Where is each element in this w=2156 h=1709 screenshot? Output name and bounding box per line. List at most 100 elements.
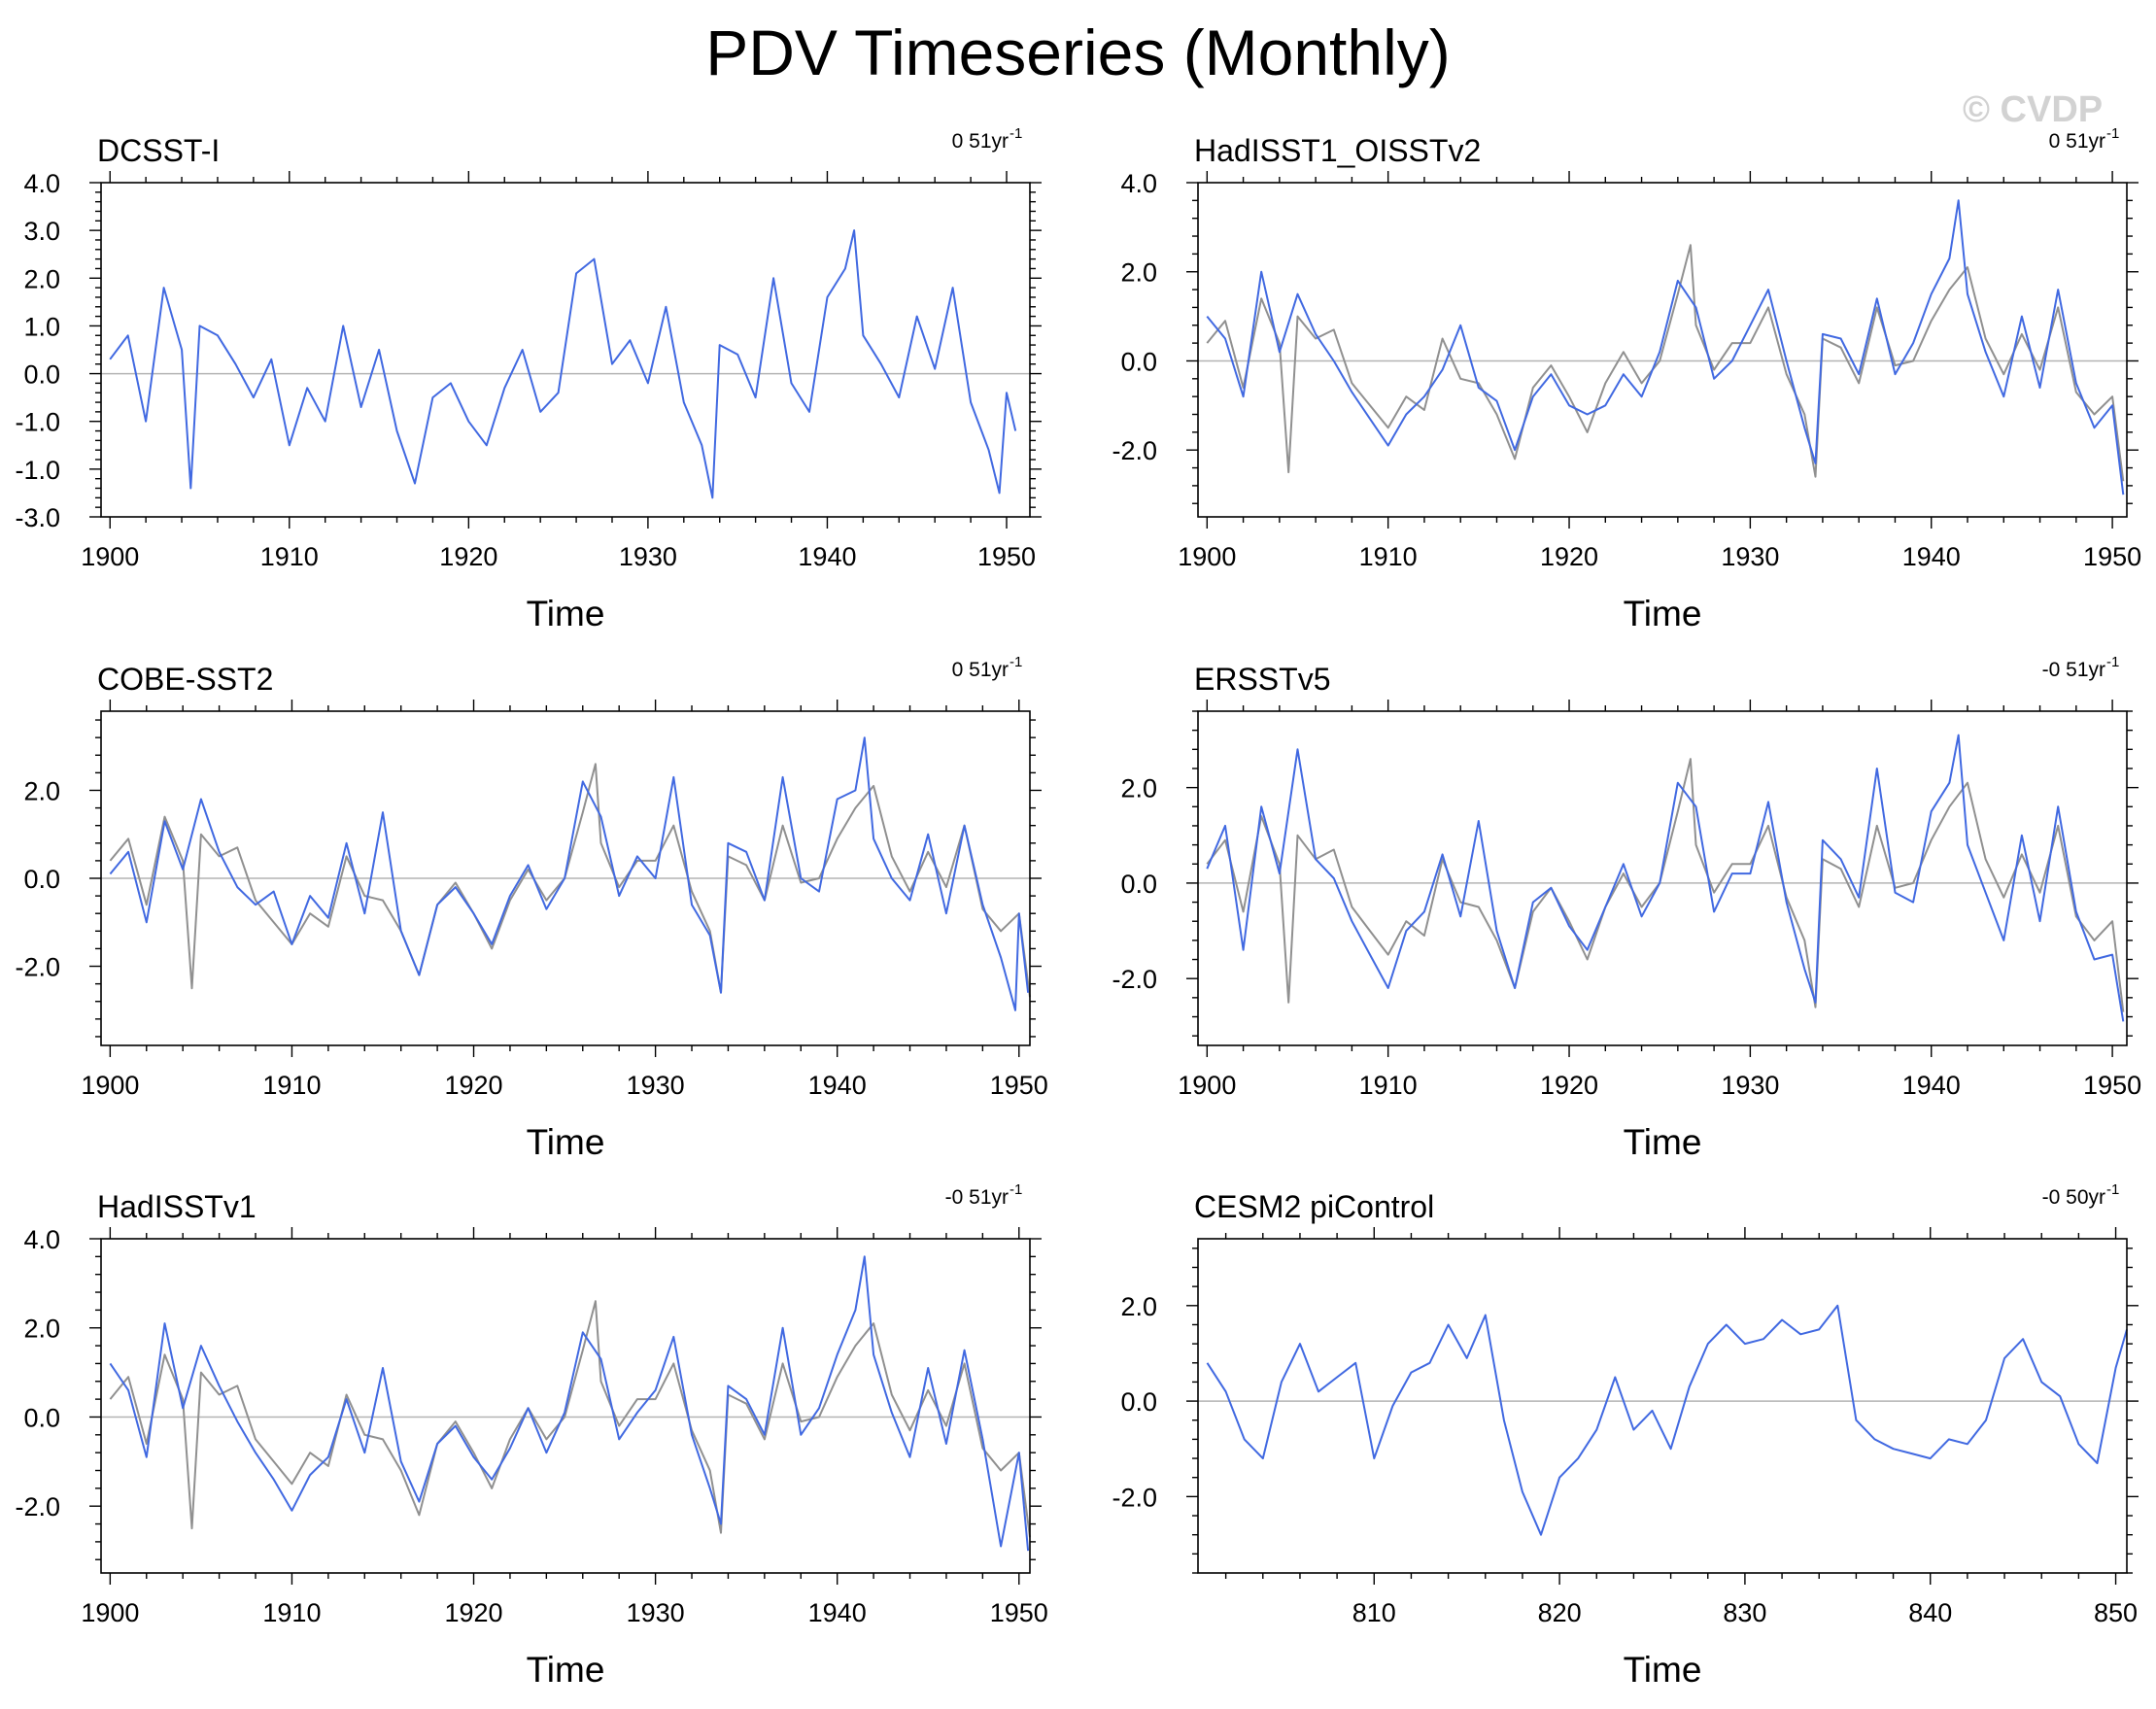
x-tick-label: 840: [1908, 1598, 1952, 1627]
y-tick-label: 2.0: [23, 264, 60, 293]
panel-title: HadISSTv1: [97, 1189, 257, 1224]
y-tick-label: 2.0: [1120, 1292, 1157, 1321]
plot-frame: [1197, 710, 2128, 1046]
y-tick-label: 0.0: [23, 865, 60, 894]
plot-frame: [1197, 182, 2128, 518]
x-tick-label: 1930: [627, 1071, 685, 1100]
x-tick-label: 1950: [2083, 542, 2141, 571]
y-tick-label: -2.0: [1112, 965, 1157, 994]
y-tick-label: 0.0: [1120, 1387, 1157, 1417]
x-tick-label: 1930: [1721, 1071, 1779, 1100]
y-tick-label: 4.0: [1120, 169, 1157, 198]
x-tick-label: 1930: [627, 1598, 685, 1627]
panel-4: 1900 1910 1920 1930 1940 1950 -2.0 0.0 2.0 ERSSTv…: [1112, 654, 2141, 1162]
y-tick-label: -1.0: [15, 456, 60, 485]
x-axis-label: Time: [527, 594, 605, 633]
trend-label: 0 51yr: [2049, 130, 2105, 153]
y-tick-label: -2.0: [15, 953, 60, 982]
plot-frame: [100, 1238, 1031, 1574]
x-tick-label: 1950: [990, 1071, 1048, 1100]
y-tick-label: -1.0: [15, 408, 60, 437]
x-tick-label: 1910: [262, 1071, 321, 1100]
x-tick-label: 1940: [808, 1071, 867, 1100]
x-tick-label: 1910: [262, 1598, 321, 1627]
trend-exponent: -1: [2106, 125, 2119, 142]
y-tick-label: 2.0: [23, 1315, 60, 1344]
model-series-line: [109, 1255, 1030, 1552]
y-tick-label: 2.0: [1120, 258, 1157, 288]
panel-title: ERSSTv5: [1194, 662, 1330, 697]
x-tick-label: 1920: [439, 542, 497, 571]
x-tick-label: 810: [1352, 1598, 1396, 1627]
y-tick-label: 2.0: [23, 776, 60, 805]
obs-series-line: [109, 763, 1031, 998]
x-tick-label: 1910: [1359, 542, 1418, 571]
trend-label: 0 51yr: [952, 130, 1009, 153]
obs-series-line: [109, 1300, 1031, 1538]
x-tick-label: 830: [1723, 1598, 1766, 1627]
y-tick-label: -3.0: [15, 503, 60, 532]
x-tick-label: 1900: [1178, 542, 1236, 571]
x-tick-label: 1940: [808, 1598, 867, 1627]
trend-label: -0 51yr: [945, 1186, 1009, 1209]
panel-title: HadISST1_OISSTv2: [1194, 133, 1481, 168]
x-axis-label: Time: [1624, 1650, 1702, 1690]
x-tick-label: 1900: [81, 1071, 139, 1100]
x-tick-label: 1940: [798, 542, 856, 571]
x-tick-label: 1900: [1178, 1071, 1236, 1100]
y-tick-label: 0.0: [1120, 347, 1157, 376]
x-axis-label: Time: [527, 1122, 605, 1162]
y-tick-label: -2.0: [1112, 1483, 1157, 1512]
obs-series-line: [1206, 758, 2125, 1012]
panel-1: 1900 1910 1920 1930 1940 1950 -3.0 -1.0 -1.0 0.0 1…: [15, 125, 1042, 633]
panel-3: 1900 1910 1920 1930 1940 1950 -2.0 0.0 2.0 COBE-S…: [15, 654, 1047, 1162]
y-tick-label: 0.0: [23, 1403, 60, 1432]
y-tick-label: 4.0: [23, 1225, 60, 1254]
x-tick-label: 1930: [619, 542, 677, 571]
trend-label: 0 51yr: [952, 659, 1009, 681]
x-tick-label: 1910: [1359, 1071, 1418, 1100]
trend-exponent: -1: [1010, 1181, 1022, 1198]
plot-frame: [1197, 1238, 2128, 1574]
trend-exponent: -1: [1010, 654, 1022, 670]
x-tick-label: 1900: [81, 542, 139, 571]
plot-frame: [100, 182, 1031, 518]
x-axis-label: Time: [527, 1650, 605, 1690]
x-tick-label: 850: [2094, 1598, 2138, 1627]
trend-label: -0 50yr: [2042, 1186, 2105, 1209]
model-series-line: [1206, 199, 2125, 496]
y-tick-label: -2.0: [15, 1492, 60, 1521]
panel-title: COBE-SST2: [97, 662, 273, 697]
x-tick-label: 1920: [1540, 542, 1598, 571]
model-series-line: [109, 736, 1030, 1011]
y-tick-label: 0.0: [23, 360, 60, 390]
y-tick-label: -2.0: [1112, 436, 1157, 465]
x-axis-label: Time: [1624, 594, 1702, 633]
panel-5: 1900 1910 1920 1930 1940 1950 -2.0 0.0 2.0 4.0 Had…: [15, 1181, 1047, 1690]
x-tick-label: 1940: [1902, 1071, 1961, 1100]
model-series-line: [109, 229, 1017, 499]
model-series-line: [1206, 1304, 2128, 1536]
page-title: PDV Timeseries (Monthly): [705, 17, 1451, 88]
x-tick-label: 1920: [444, 1071, 502, 1100]
model-series-line: [1206, 734, 2125, 1022]
panel-title: DCSST-I: [97, 133, 220, 168]
x-tick-label: 1940: [1902, 542, 1961, 571]
x-tick-label: 1930: [1721, 542, 1779, 571]
x-tick-label: 1950: [2083, 1071, 2141, 1100]
y-tick-label: 0.0: [1120, 870, 1157, 899]
trend-label: -0 51yr: [2042, 659, 2105, 681]
y-tick-label: 2.0: [1120, 774, 1157, 803]
x-tick-label: 1920: [444, 1598, 502, 1627]
y-tick-label: 4.0: [23, 169, 60, 198]
x-tick-label: 1920: [1540, 1071, 1598, 1100]
y-tick-label: 1.0: [23, 312, 60, 341]
x-tick-label: 1950: [990, 1598, 1048, 1627]
panel-6: 810 820 830 840 850 -2.0 0.0 2.0 CESM2 piControl…: [1112, 1181, 2139, 1690]
panel-title: CESM2 piControl: [1194, 1189, 1434, 1224]
trend-exponent: -1: [2106, 654, 2119, 670]
trend-exponent: -1: [1010, 125, 1022, 142]
cvdp-watermark: © CVDP: [1963, 89, 2104, 130]
x-axis-label: Time: [1624, 1122, 1702, 1162]
